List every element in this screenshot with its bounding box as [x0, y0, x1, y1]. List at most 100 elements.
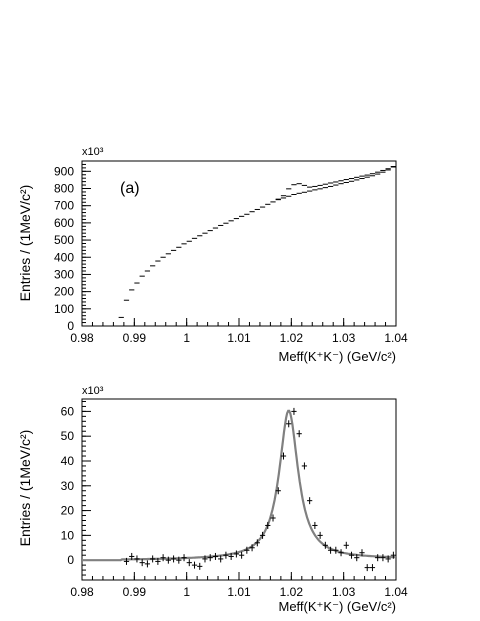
data-point: [385, 555, 391, 563]
x-tick-label: 1.04: [384, 585, 408, 599]
data-point: [176, 556, 182, 564]
y-tick-label: 900: [54, 164, 74, 178]
data-point: [338, 549, 344, 557]
y-axis-ticks: 0 100 200 300 400 500 600 700 800 900: [54, 160, 91, 333]
data-point: [322, 541, 328, 549]
x-tick-label: 1.02: [280, 331, 304, 345]
data-point: [165, 556, 171, 564]
y-tick-label: 600: [54, 216, 74, 230]
data-point: [249, 544, 255, 552]
data-point: [327, 546, 334, 554]
x-axis-ticks: 0.98 0.99 1 1.01 1.02 1.03 1.04: [70, 318, 408, 345]
y-tick-label: 30: [61, 479, 75, 493]
y-tick-label: 60: [61, 404, 75, 418]
data-point: [364, 564, 370, 572]
x-axis-label: Meff(K⁺K⁻) (GeV/c²): [279, 349, 397, 364]
data-point: [275, 487, 281, 495]
data-point: [390, 551, 396, 559]
data-point: [239, 551, 245, 559]
x-tick-label: 1.04: [384, 331, 408, 345]
x-tick-label: 0.98: [70, 331, 94, 345]
y-tick-label: 10: [61, 528, 75, 542]
data-point: [354, 554, 360, 562]
data-point: [265, 521, 271, 529]
y-tick-label: 20: [61, 504, 75, 518]
data-point: [223, 551, 229, 559]
data-point: [228, 552, 234, 560]
x-axis-ticks: 0.98 0.99 1 1.01 1.02 1.03 1.04: [70, 572, 408, 599]
data-point: [286, 420, 292, 428]
x-tick-label: 0.99: [123, 585, 147, 599]
data-point: [134, 555, 140, 563]
data-point: [181, 554, 187, 562]
data-point: [186, 559, 192, 567]
data-point: [191, 561, 198, 569]
y-tick-label: 700: [54, 199, 74, 213]
y-multiplier: x10³: [82, 385, 104, 397]
data-point: [343, 541, 349, 549]
data-point: [259, 531, 266, 539]
data-point: [280, 452, 287, 460]
x-tick-label: 1.01: [227, 331, 251, 345]
data-point: [144, 560, 151, 568]
x-tick-label: 1.02: [280, 585, 304, 599]
y-tick-label: 0: [67, 319, 74, 333]
data-point: [375, 554, 381, 562]
data-point: [359, 549, 365, 557]
data-point: [312, 521, 318, 529]
y-tick-label: 800: [54, 182, 74, 196]
x-tick-label: 0.98: [70, 585, 94, 599]
y-axis-ticks: 0 10 20 30 40 50 60: [61, 400, 91, 581]
data-points: [123, 407, 396, 572]
y-multiplier: x10³: [82, 146, 104, 158]
data-point: [160, 554, 166, 562]
data-point: [380, 554, 386, 562]
data-point: [233, 550, 239, 558]
data-point: [202, 555, 208, 563]
chart-panel-a: 0 100 200 300 400 500 600 700 800 900 0.98 0.99 1 1.…: [17, 146, 408, 364]
x-tick-label: 1.01: [227, 585, 251, 599]
y-tick-label: 40: [61, 454, 75, 468]
data-point: [139, 559, 145, 567]
data-point: [270, 514, 276, 522]
x-tick-label: 1: [183, 585, 190, 599]
panel-label: (a): [120, 180, 140, 197]
x-tick-label: 1.03: [332, 331, 356, 345]
data-point: [369, 564, 376, 572]
data-point: [301, 462, 308, 470]
data-point: [129, 552, 135, 560]
data-point: [207, 554, 213, 562]
y-tick-label: 50: [61, 429, 75, 443]
data-point: [254, 539, 260, 547]
fit-curve: [82, 409, 397, 562]
data-point: [150, 555, 156, 563]
data-point: [170, 555, 177, 563]
data-point: [123, 557, 130, 565]
y-axis-label: Entries / (1MeV/c²): [17, 185, 33, 302]
y-axis-label: Entries / (1MeV/c²): [17, 430, 33, 547]
x-axis-label: Meff(K⁺K⁻) (GeV/c²): [279, 599, 397, 614]
y-tick-label: 200: [54, 285, 74, 299]
data-point: [348, 551, 355, 559]
y-tick-label: 400: [54, 250, 74, 264]
y-tick-label: 0: [67, 553, 74, 567]
data-points: [118, 166, 396, 318]
y-tick-label: 300: [54, 267, 74, 281]
data-point: [218, 555, 224, 563]
data-point: [296, 430, 302, 438]
fit-curve-group: [82, 409, 397, 562]
data-point: [244, 546, 250, 554]
y-tick-label: 500: [54, 233, 74, 247]
y-tick-label: 100: [54, 302, 74, 316]
data-point: [307, 497, 313, 505]
x-tick-label: 1.03: [332, 585, 356, 599]
data-point: [197, 562, 203, 570]
data-point: [291, 407, 297, 415]
x-tick-label: 0.99: [123, 331, 147, 345]
data-point: [212, 552, 219, 560]
data-point: [333, 546, 339, 554]
data-point: [317, 531, 323, 539]
data-point: [155, 557, 161, 565]
